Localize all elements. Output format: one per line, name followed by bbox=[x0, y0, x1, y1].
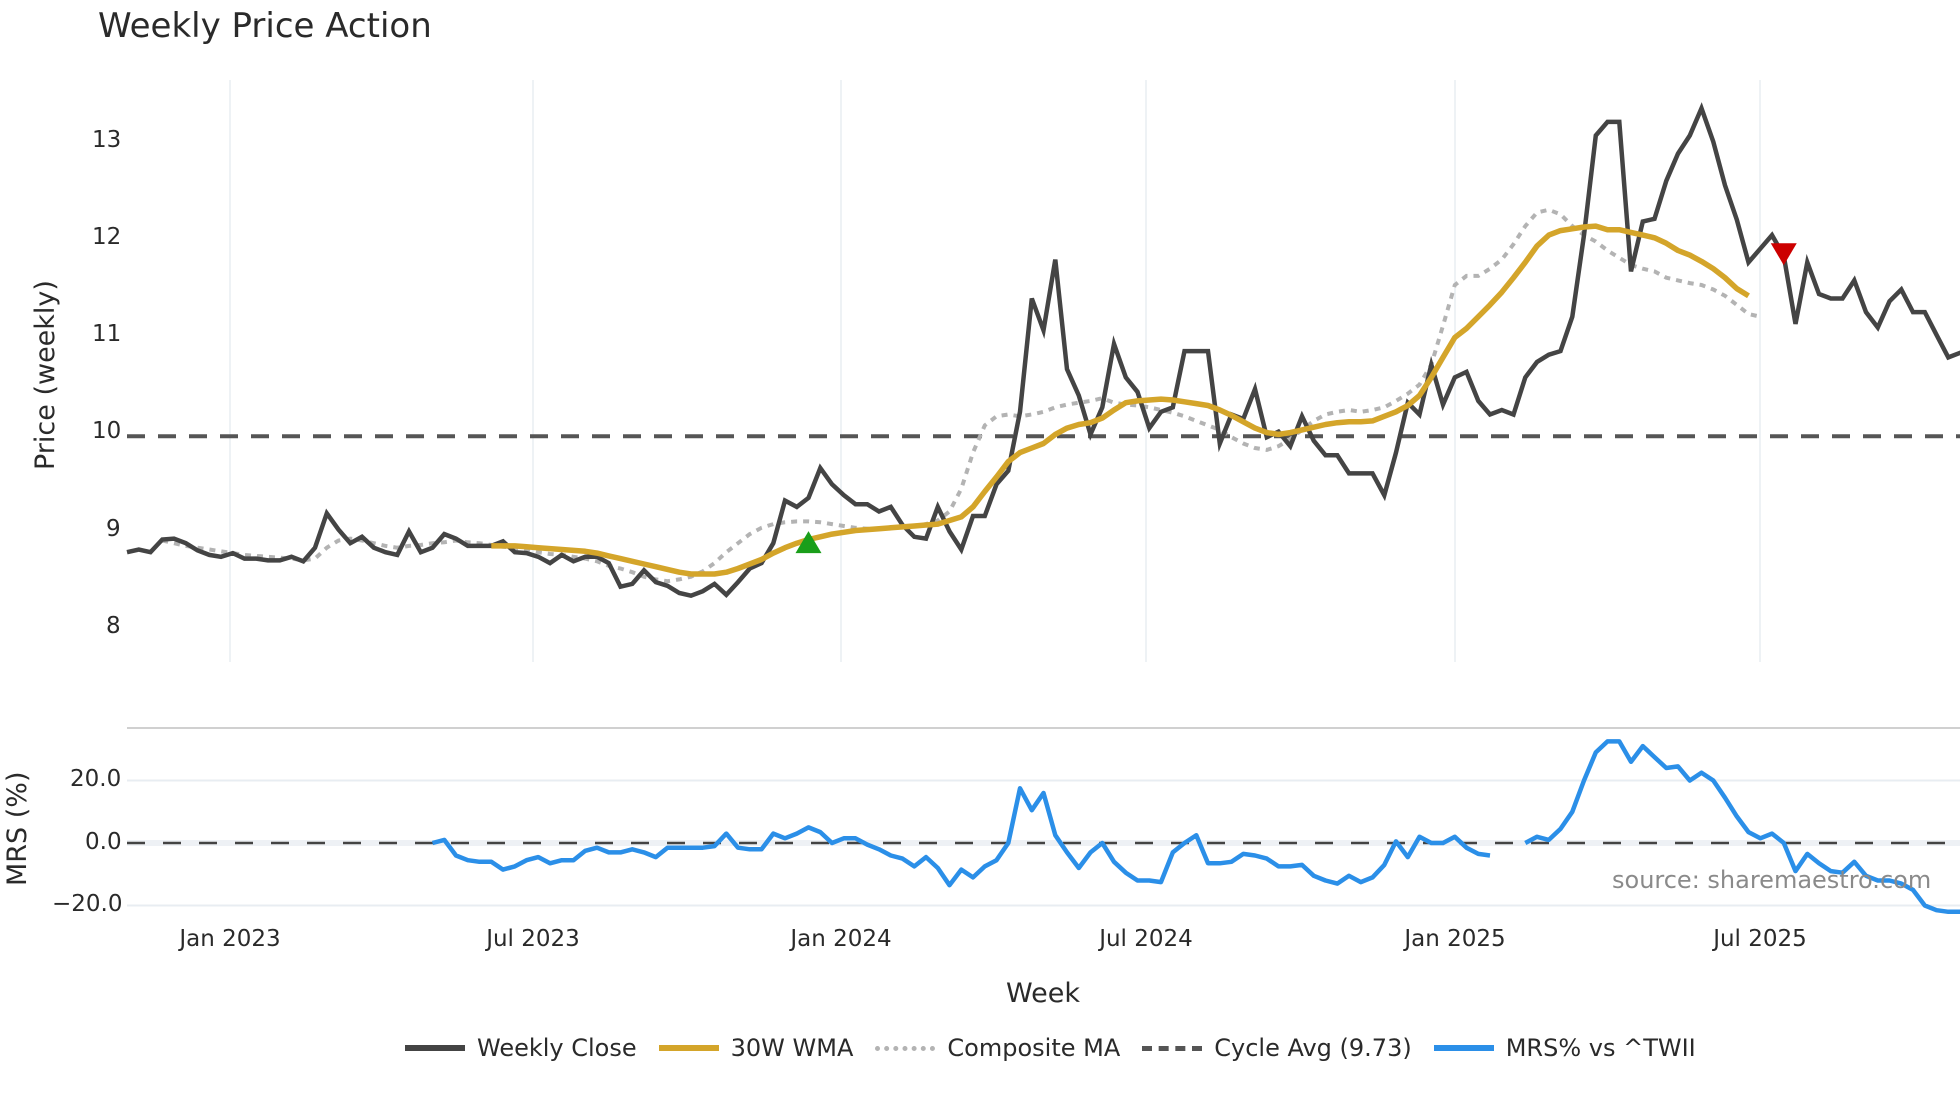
buy-signal-triangle-icon bbox=[795, 531, 822, 554]
price-tick: 13 bbox=[92, 127, 122, 153]
grid-lines bbox=[127, 80, 1960, 907]
legend-item-wma[interactable]: 30W WMA bbox=[658, 1034, 854, 1062]
x-tick: Jan 2025 bbox=[1404, 926, 1506, 952]
price-tick: 11 bbox=[92, 321, 122, 347]
legend-item-cycle-avg[interactable]: Cycle Avg (9.73) bbox=[1142, 1034, 1412, 1062]
legend-item-mrs[interactable]: MRS% vs ^TWII bbox=[1433, 1034, 1696, 1062]
price-tick: 10 bbox=[92, 418, 122, 444]
legend-label: 30W WMA bbox=[730, 1034, 854, 1062]
price-tick: 8 bbox=[106, 613, 121, 639]
x-axis-title: Week bbox=[1006, 978, 1080, 1009]
x-tick: Jan 2024 bbox=[790, 926, 892, 952]
legend-label: Weekly Close bbox=[477, 1034, 637, 1062]
mrs-line bbox=[431, 739, 1960, 915]
dotted-line-icon bbox=[875, 1045, 936, 1051]
x-tick: Jul 2025 bbox=[1713, 926, 1807, 952]
chart-title: Weekly Price Action bbox=[98, 6, 432, 46]
solid-line-icon bbox=[1433, 1045, 1494, 1051]
series-lines bbox=[126, 102, 1960, 915]
solid-line-icon bbox=[405, 1045, 465, 1051]
mrs-tick: 0.0 bbox=[85, 829, 122, 855]
weekly-close-line bbox=[126, 102, 1960, 599]
price-tick: 12 bbox=[92, 224, 122, 250]
x-tick: Jul 2024 bbox=[1099, 926, 1193, 952]
x-tick: Jan 2023 bbox=[179, 926, 281, 952]
mrs-axis-label: MRS (%) bbox=[2, 771, 33, 887]
dashed-line-icon bbox=[1142, 1045, 1203, 1051]
signal-markers bbox=[795, 243, 1797, 554]
source-watermark: source: sharemaestro.com bbox=[1612, 866, 1932, 894]
legend-label: Cycle Avg (9.73) bbox=[1214, 1034, 1412, 1062]
legend-item-composite-ma[interactable]: Composite MA bbox=[875, 1034, 1120, 1062]
x-tick: Jul 2023 bbox=[486, 926, 580, 952]
mrs-tick: 20.0 bbox=[70, 766, 122, 792]
legend-label: Composite MA bbox=[947, 1034, 1121, 1062]
legend: Weekly Close 30W WMA Composite MA Cycle … bbox=[405, 1034, 1718, 1062]
price-tick: 9 bbox=[106, 516, 121, 542]
legend-item-weekly-close[interactable]: Weekly Close bbox=[405, 1034, 637, 1062]
solid-line-icon bbox=[658, 1045, 719, 1051]
wma-line bbox=[491, 223, 1750, 577]
legend-label: MRS% vs ^TWII bbox=[1505, 1034, 1696, 1062]
mrs-tick: −20.0 bbox=[52, 891, 123, 917]
price-axis-label: Price (weekly) bbox=[30, 280, 61, 470]
sell-signal-triangle-icon bbox=[1770, 243, 1797, 266]
